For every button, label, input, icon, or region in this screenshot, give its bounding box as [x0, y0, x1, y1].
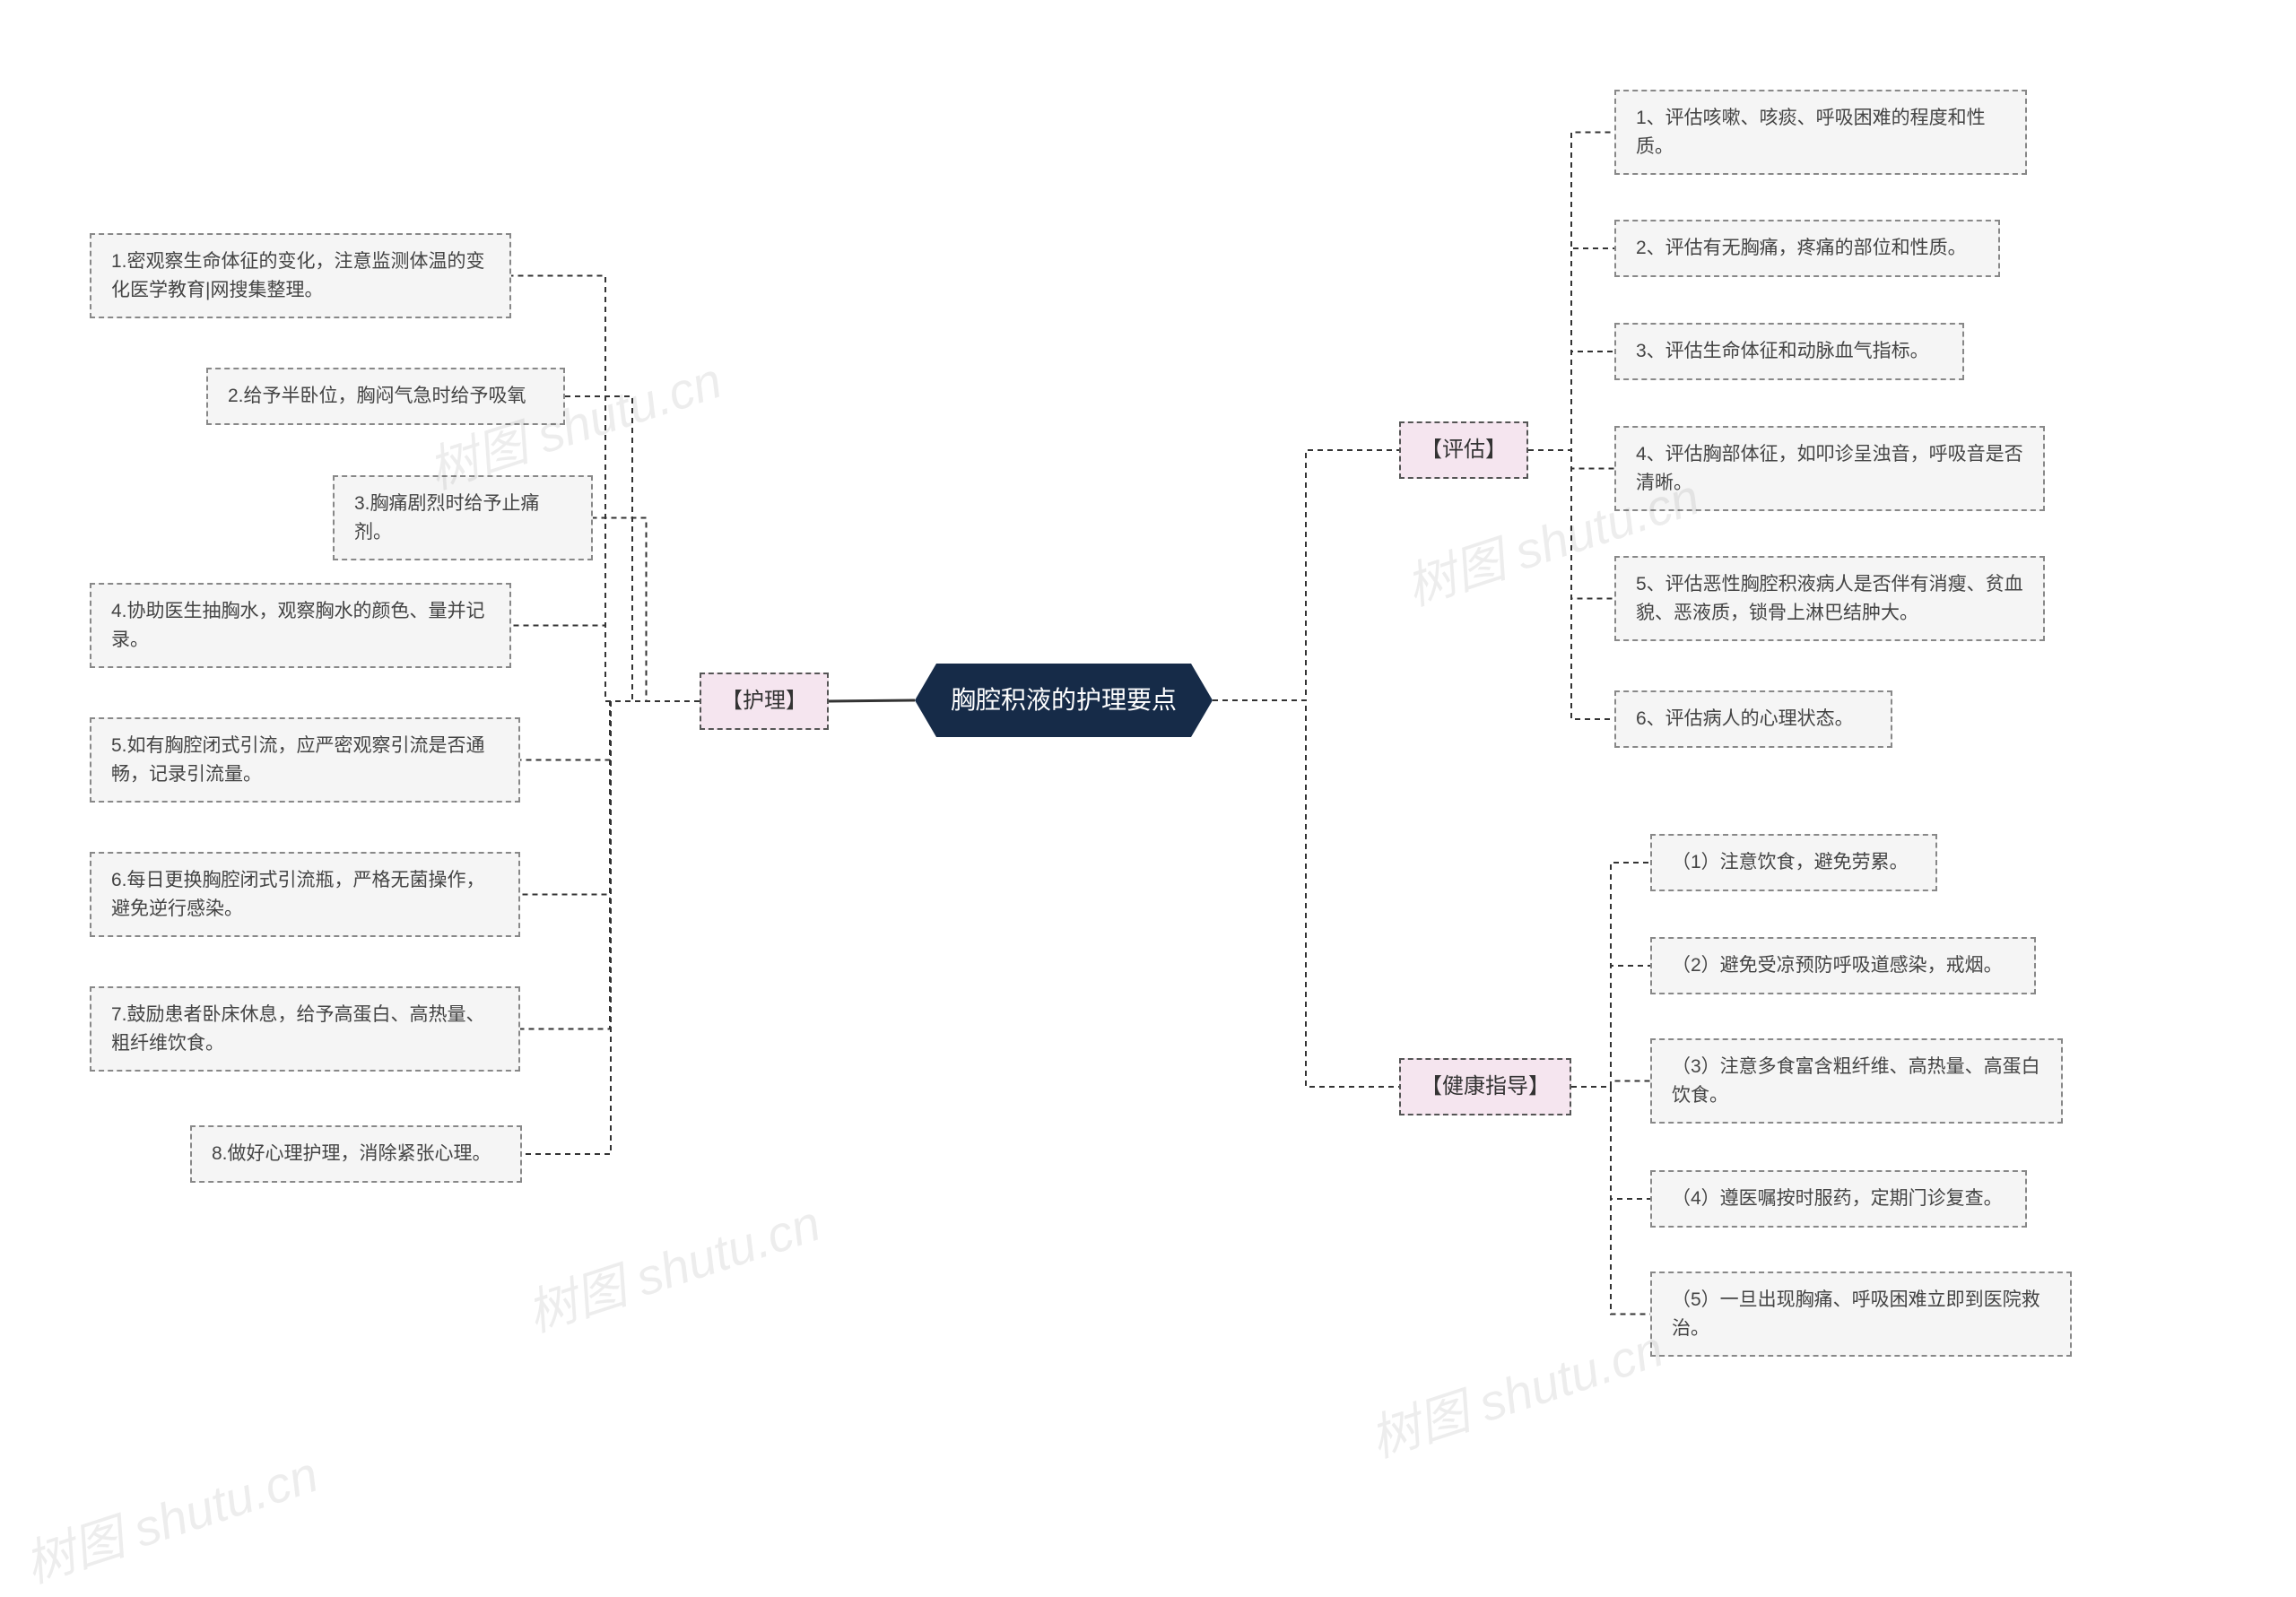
leaf-guidance-1[interactable]: （1）注意饮食，避免劳累。 — [1650, 834, 1937, 891]
leaf-nursing-3[interactable]: 3.胸痛剧烈时给予止痛剂。 — [333, 475, 593, 560]
leaf-guidance-4[interactable]: （4）遵医嘱按时服药，定期门诊复查。 — [1650, 1170, 2027, 1228]
leaf-nursing-4[interactable]: 4.协助医生抽胸水，观察胸水的颜色、量并记录。 — [90, 583, 511, 668]
leaf-evaluate-1[interactable]: 1、评估咳嗽、咳痰、呼吸困难的程度和性质。 — [1614, 90, 2027, 175]
watermark: 树图 shutu.cn — [14, 1435, 326, 1597]
leaf-evaluate-6[interactable]: 6、评估病人的心理状态。 — [1614, 690, 1892, 748]
leaf-nursing-1[interactable]: 1.密观察生命体征的变化，注意监测体温的变化医学教育|网搜集整理。 — [90, 233, 511, 318]
leaf-nursing-8[interactable]: 8.做好心理护理，消除紧张心理。 — [190, 1125, 522, 1183]
mindmap-canvas: 胸腔积液的护理要点 【评估】 【健康指导】 【护理】 1、评估咳嗽、咳痰、呼吸困… — [0, 0, 2296, 1560]
leaf-guidance-5[interactable]: （5）一旦出现胸痛、呼吸困难立即到医院救治。 — [1650, 1272, 2072, 1357]
leaf-nursing-5[interactable]: 5.如有胸腔闭式引流，应严密观察引流是否通畅，记录引流量。 — [90, 717, 520, 803]
category-nursing[interactable]: 【护理】 — [700, 673, 829, 730]
leaf-evaluate-5[interactable]: 5、评估恶性胸腔积液病人是否伴有消瘦、贫血貌、恶液质，锁骨上淋巴结肿大。 — [1614, 556, 2045, 641]
leaf-evaluate-2[interactable]: 2、评估有无胸痛，疼痛的部位和性质。 — [1614, 220, 2000, 277]
watermark: 树图 shutu.cn — [517, 1184, 829, 1347]
root-node[interactable]: 胸腔积液的护理要点 — [915, 664, 1213, 737]
leaf-nursing-6[interactable]: 6.每日更换胸腔闭式引流瓶，严格无菌操作，避免逆行感染。 — [90, 852, 520, 937]
category-guidance[interactable]: 【健康指导】 — [1399, 1058, 1571, 1115]
leaf-evaluate-3[interactable]: 3、评估生命体征和动脉血气指标。 — [1614, 323, 1964, 380]
leaf-nursing-2[interactable]: 2.给予半卧位，胸闷气急时给予吸氧 — [206, 368, 565, 425]
watermark: 树图 shutu.cn — [1360, 1309, 1672, 1472]
leaf-guidance-2[interactable]: （2）避免受凉预防呼吸道感染，戒烟。 — [1650, 937, 2036, 994]
category-evaluate[interactable]: 【评估】 — [1399, 421, 1528, 479]
leaf-guidance-3[interactable]: （3）注意多食富含粗纤维、高热量、高蛋白饮食。 — [1650, 1038, 2063, 1124]
leaf-evaluate-4[interactable]: 4、评估胸部体征，如叩诊呈浊音，呼吸音是否清晰。 — [1614, 426, 2045, 511]
leaf-nursing-7[interactable]: 7.鼓励患者卧床休息，给予高蛋白、高热量、粗纤维饮食。 — [90, 986, 520, 1072]
